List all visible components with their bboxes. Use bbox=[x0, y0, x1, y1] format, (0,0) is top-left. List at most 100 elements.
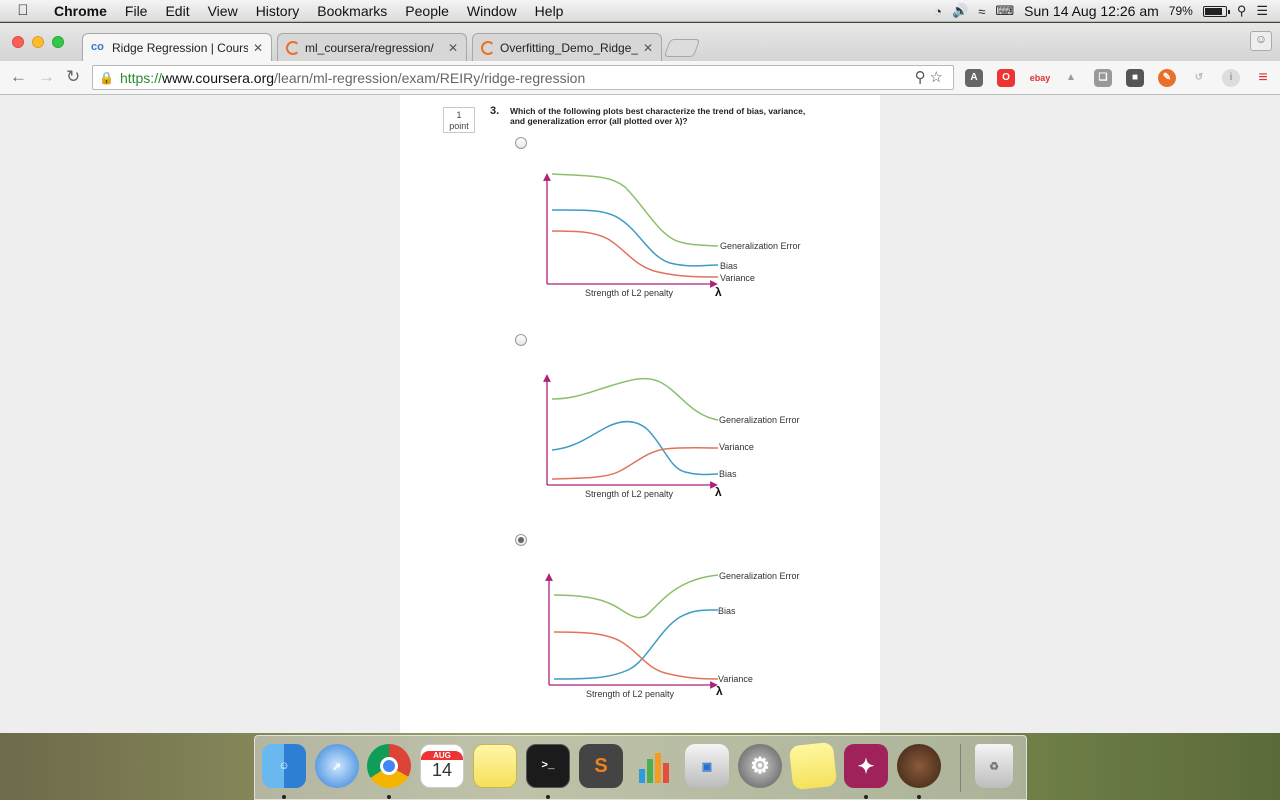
x-axis-label: Strength of L2 penalty bbox=[586, 689, 675, 699]
profile-icon[interactable]: ☺ bbox=[1250, 31, 1272, 51]
pencil-extension-icon[interactable]: ✎ bbox=[1158, 69, 1176, 87]
close-tab-icon[interactable]: ✕ bbox=[642, 40, 653, 55]
running-indicator bbox=[864, 795, 868, 799]
numbers-icon[interactable] bbox=[632, 744, 676, 788]
tab-overfitting-demo[interactable]: Overfitting_Demo_Ridge_La ✕ bbox=[472, 33, 662, 61]
forward-arrow-icon[interactable]: → bbox=[38, 67, 55, 86]
series-label-generalization-error: Generalization Error bbox=[720, 241, 801, 251]
terminal-icon[interactable]: >_ bbox=[526, 744, 570, 788]
series-label-generalization-error: Generalization Error bbox=[719, 571, 800, 581]
url-host: www.coursera.org bbox=[161, 69, 275, 86]
volume-icon[interactable]: 🔊 bbox=[952, 3, 969, 18]
series-label-variance: Variance bbox=[718, 674, 753, 684]
notes-icon[interactable] bbox=[473, 744, 517, 788]
menu-bar:  Chrome File Edit View History Bookmark… bbox=[0, 0, 1280, 22]
menu-file[interactable]: File bbox=[124, 2, 148, 19]
bias-curve bbox=[553, 609, 719, 680]
tab-ml-coursera[interactable]: ml_coursera/regression/ ✕ bbox=[277, 33, 467, 61]
series-label-bias: Bias bbox=[718, 606, 736, 616]
finder-icon[interactable]: ☺ bbox=[262, 744, 306, 788]
option-1-radio[interactable] bbox=[515, 137, 527, 149]
bias-curve bbox=[551, 209, 719, 267]
dock: ☺ ➚ AUG 14 >_ S ▣ ⚙ ✦ ♻ bbox=[254, 735, 1027, 800]
question-number: 3. bbox=[490, 105, 500, 117]
close-window-button[interactable] bbox=[12, 36, 24, 48]
bookmark-star-icon[interactable]: ⚲☆ bbox=[914, 69, 947, 86]
battery-percent[interactable]: 79% bbox=[1168, 4, 1193, 18]
running-indicator bbox=[282, 795, 286, 799]
lock-icon: 🔒 bbox=[99, 70, 114, 85]
copy-extension-icon[interactable]: ❏ bbox=[1094, 69, 1112, 87]
moneymoney-icon[interactable]: ✦ bbox=[844, 744, 888, 788]
x-axis-label: Strength of L2 penalty bbox=[585, 489, 674, 499]
spotlight-icon[interactable]: ⚲ bbox=[1236, 3, 1247, 18]
points-value: 1 bbox=[456, 110, 462, 120]
series-label-variance: Variance bbox=[719, 442, 754, 452]
keyboard-icon[interactable]: ⌨ bbox=[995, 3, 1015, 18]
quiz-panel: 1 point 3. Which of the following plots … bbox=[400, 95, 880, 733]
opera-extension-icon[interactable]: O bbox=[997, 69, 1015, 87]
calendar-day: 14 bbox=[431, 760, 453, 780]
variance-curve bbox=[551, 447, 719, 480]
ebay-extension-icon[interactable]: ebay bbox=[1029, 73, 1051, 83]
menu-history[interactable]: History bbox=[255, 2, 300, 19]
series-label-bias: Bias bbox=[720, 261, 738, 271]
back-arrow-icon[interactable]: ← bbox=[10, 67, 27, 86]
zoom-window-button[interactable] bbox=[52, 36, 64, 48]
timemachine-icon[interactable]: ◔ bbox=[934, 3, 943, 19]
menu-icon[interactable]: ≡ bbox=[1258, 69, 1268, 86]
calendar-icon[interactable]: AUG 14 bbox=[420, 744, 464, 788]
stickies-icon[interactable] bbox=[788, 741, 838, 791]
page-viewport: 1 point 3. Which of the following plots … bbox=[0, 95, 1280, 733]
option-3-chart bbox=[545, 573, 719, 689]
address-bar[interactable]: 🔒 https://www.coursera.org/learn/ml-regr… bbox=[92, 65, 954, 90]
sublime-text-icon[interactable]: S bbox=[579, 744, 623, 788]
url-scheme: https:// bbox=[119, 69, 162, 86]
menu-view[interactable]: View bbox=[207, 2, 238, 19]
running-indicator bbox=[387, 795, 391, 799]
tab-title: Overfitting_Demo_Ridge_La bbox=[500, 40, 638, 55]
coursera-icon: co bbox=[91, 40, 104, 53]
menu-app-name[interactable]: Chrome bbox=[54, 2, 107, 19]
menu-help[interactable]: Help bbox=[534, 2, 564, 19]
refresh-extension-icon[interactable]: ↺ bbox=[1194, 72, 1204, 83]
option-2-radio[interactable] bbox=[515, 334, 527, 346]
generalization-error-curve bbox=[551, 377, 719, 421]
drive-extension-icon[interactable]: ▲ bbox=[1066, 72, 1076, 83]
keynote-icon[interactable]: ▣ bbox=[685, 744, 729, 788]
clock[interactable]: Sun 14 Aug 12:26 am bbox=[1024, 3, 1159, 19]
close-tab-icon[interactable]: ✕ bbox=[252, 40, 263, 55]
reload-icon[interactable]: ↻ bbox=[66, 67, 81, 86]
close-tab-icon[interactable]: ✕ bbox=[447, 40, 458, 55]
points-badge: 1 point bbox=[443, 107, 475, 133]
menu-bookmarks[interactable]: Bookmarks bbox=[317, 2, 388, 19]
menu-window[interactable]: Window bbox=[466, 2, 517, 19]
menu-edit[interactable]: Edit bbox=[165, 2, 190, 19]
info-extension-icon[interactable]: i bbox=[1222, 69, 1240, 87]
tab-title: Ridge Regression | Course bbox=[112, 40, 248, 55]
notification-center-icon[interactable]: ☰ bbox=[1256, 3, 1268, 18]
apple-icon[interactable]:  bbox=[0, 2, 46, 19]
trash-icon[interactable]: ♻ bbox=[975, 744, 1013, 788]
series-label-generalization-error: Generalization Error bbox=[719, 415, 800, 425]
lambda-symbol: λ bbox=[715, 485, 722, 499]
new-tab-button[interactable] bbox=[663, 39, 701, 57]
angular-extension-icon[interactable]: A bbox=[965, 69, 983, 87]
generalization-error-curve bbox=[551, 173, 719, 247]
wifi-icon[interactable]: ≈ bbox=[978, 3, 986, 19]
square-extension-icon[interactable]: ■ bbox=[1126, 69, 1144, 87]
lambda-symbol: λ bbox=[715, 285, 722, 299]
option-3-radio[interactable] bbox=[515, 534, 527, 546]
dock-separator bbox=[960, 744, 961, 792]
tab-ridge-regression[interactable]: co Ridge Regression | Course ✕ bbox=[82, 33, 272, 61]
system-preferences-icon[interactable]: ⚙ bbox=[738, 744, 782, 788]
minimize-window-button[interactable] bbox=[32, 36, 44, 48]
series-label-bias: Bias bbox=[719, 469, 737, 479]
menu-people[interactable]: People bbox=[405, 2, 449, 19]
pinecone-app-icon[interactable] bbox=[897, 744, 941, 788]
chrome-icon[interactable] bbox=[367, 744, 411, 788]
running-indicator bbox=[546, 795, 550, 799]
battery-icon[interactable] bbox=[1202, 5, 1230, 17]
safari-icon[interactable]: ➚ bbox=[315, 744, 359, 788]
option-2-chart bbox=[543, 374, 719, 489]
